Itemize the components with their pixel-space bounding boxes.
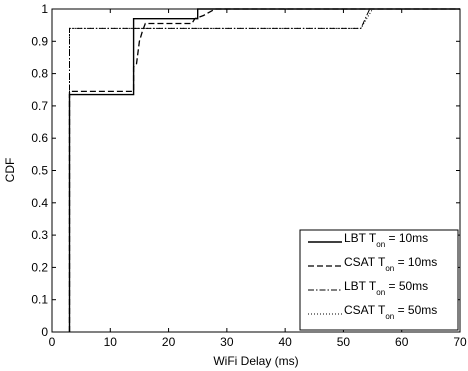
y-tick-label: 0.6	[31, 131, 48, 145]
y-tick-label: 0.7	[31, 99, 48, 113]
y-tick-label: 0.3	[31, 228, 48, 242]
y-tick-label: 0.8	[31, 67, 48, 81]
x-tick-label: 20	[162, 335, 176, 349]
y-axis-label: CDF	[3, 158, 17, 183]
x-tick-label: 40	[278, 335, 292, 349]
y-tick-label: 0.4	[31, 196, 48, 210]
y-tick-label: 0	[41, 325, 48, 339]
y-tick-label: 1	[41, 2, 48, 16]
x-tick-label: 0	[49, 335, 56, 349]
x-tick-label: 70	[453, 335, 467, 349]
x-tick-label: 50	[337, 335, 351, 349]
x-tick-label: 60	[395, 335, 409, 349]
x-tick-label: 10	[104, 335, 118, 349]
y-tick-label: 0.5	[31, 164, 48, 178]
y-tick-label: 0.1	[31, 293, 48, 307]
y-tick-label: 0.9	[31, 34, 48, 48]
x-tick-label: 30	[220, 335, 234, 349]
y-tick-label: 0.2	[31, 260, 48, 274]
x-axis-label: WiFi Delay (ms)	[213, 354, 298, 368]
